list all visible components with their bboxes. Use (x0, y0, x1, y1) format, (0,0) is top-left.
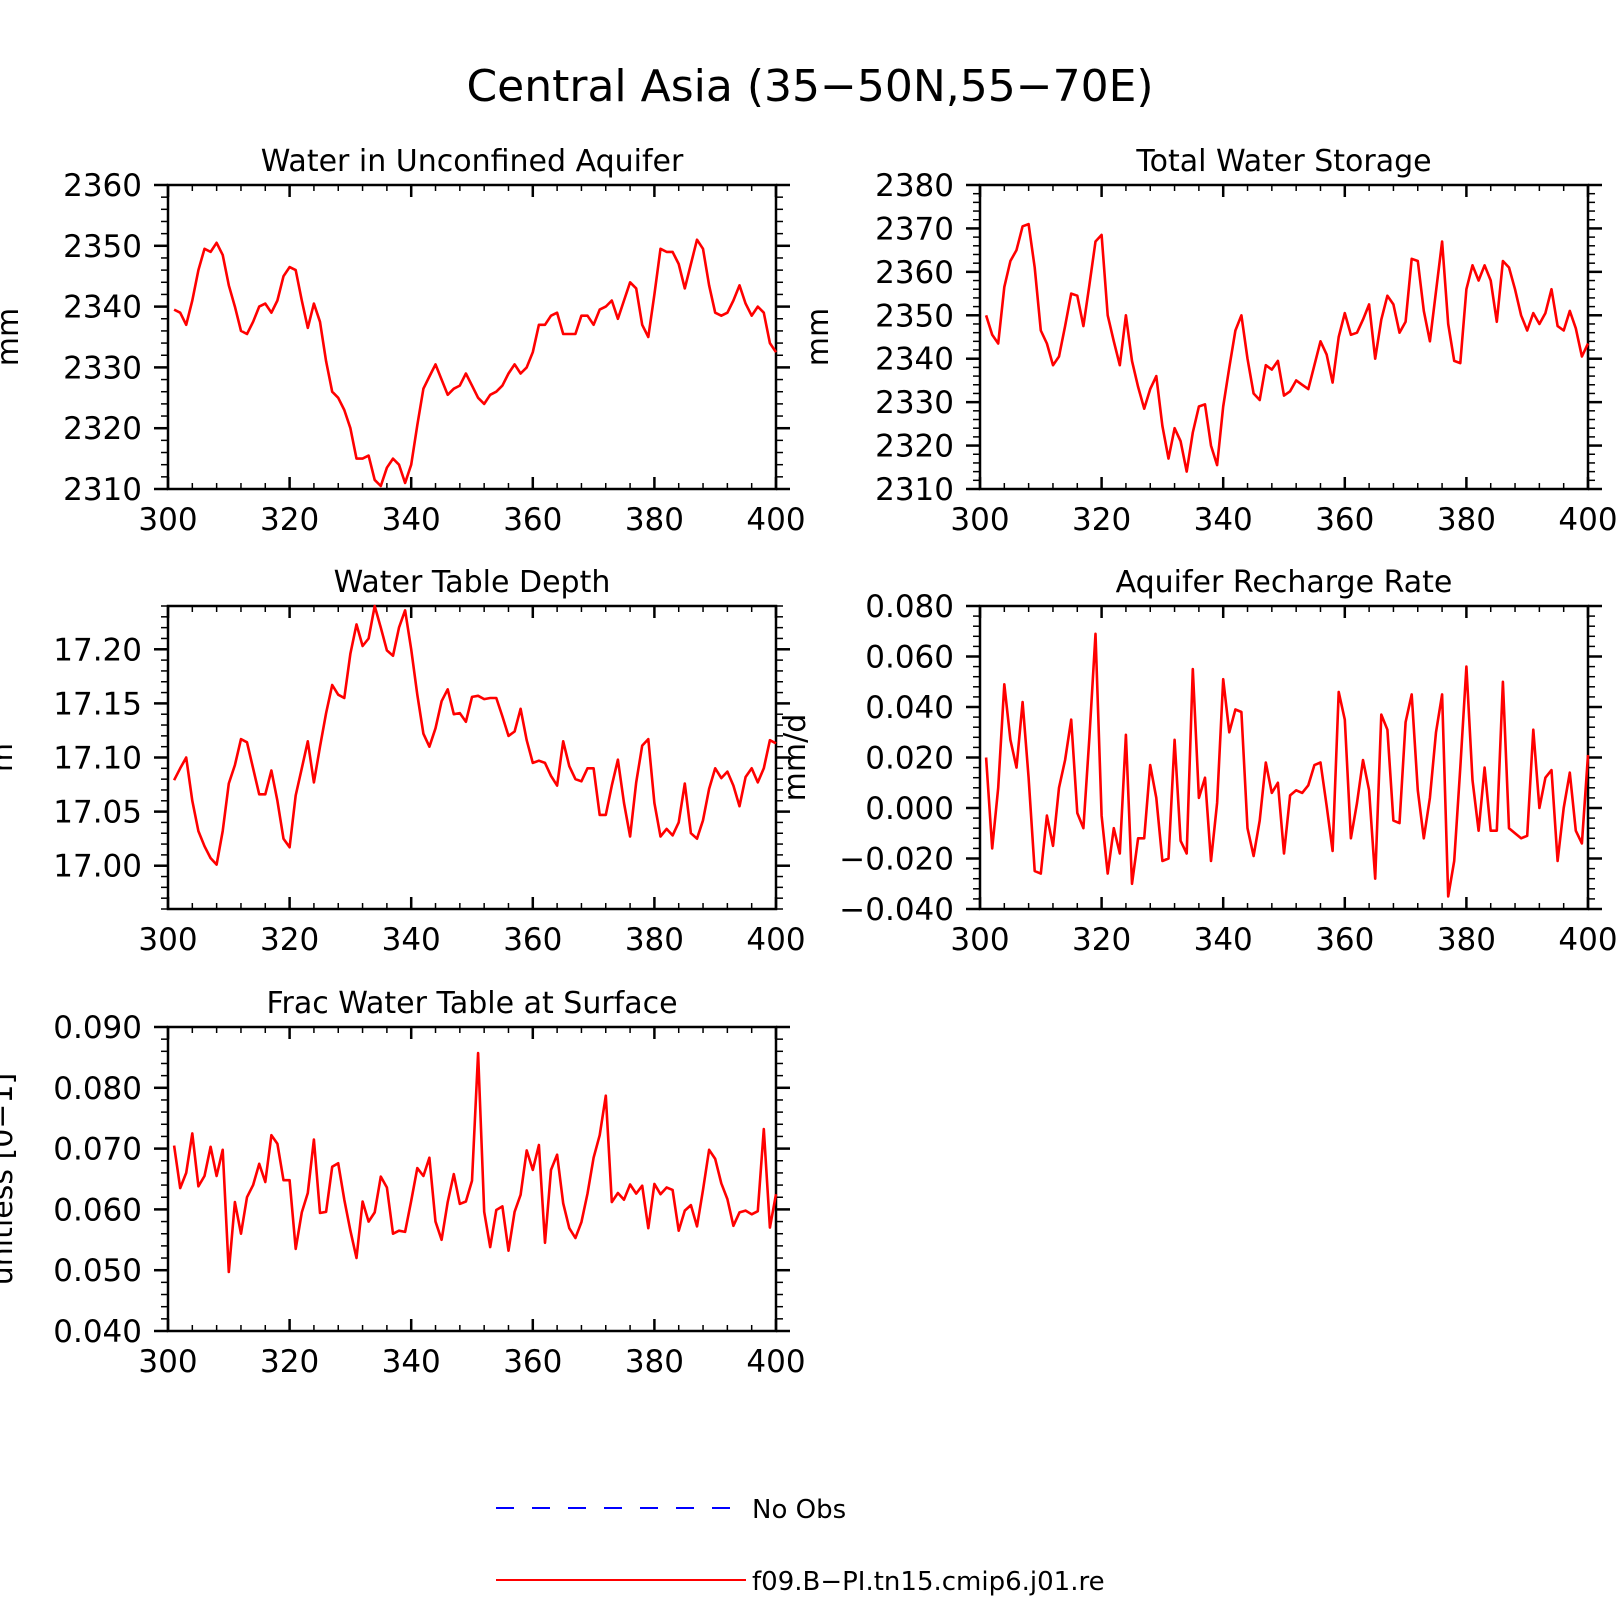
y-tick-label: 0.090 (53, 1010, 142, 1046)
figure-title: Central Asia (35−50N,55−70E) (466, 61, 1153, 112)
y-tick-label: 0.070 (53, 1132, 142, 1168)
panel-title: Total Water Storage (1135, 144, 1431, 179)
y-axis-label: mm (801, 308, 836, 366)
x-tick-label: 360 (1315, 922, 1374, 958)
y-tick-label: 0.040 (865, 690, 954, 726)
y-tick-label: 0.080 (53, 1071, 142, 1107)
series-line (172, 1051, 778, 1274)
y-axis-label: m (0, 743, 20, 772)
y-tick-label: 2310 (875, 472, 954, 508)
y-tick-label: 0.000 (865, 791, 954, 827)
x-tick-label: 300 (950, 502, 1009, 538)
x-tick-label: 360 (503, 922, 562, 958)
y-tick-label: 2310 (63, 472, 142, 508)
chart-panel-2: Total Water Storage mm 300 320 340 360 380 400 2… (801, 144, 1618, 538)
plot-frame (978, 604, 1590, 911)
x-tick-label: 400 (746, 1344, 805, 1380)
x-tick-label: 340 (382, 1344, 441, 1380)
y-tick-label: 0.050 (53, 1253, 142, 1289)
series-line (984, 632, 1590, 898)
legend: No Obs f09.B−PI.tn15.cmip6.j01.re (496, 1495, 1105, 1597)
x-tick-label: 340 (382, 922, 441, 958)
x-tick-label: 380 (625, 502, 684, 538)
y-tick-label: 0.040 (53, 1314, 142, 1350)
y-tick-label: 2340 (875, 342, 954, 378)
y-tick-label: 2340 (63, 290, 142, 326)
y-tick-label: 0.080 (865, 589, 954, 625)
y-tick-label: −0.020 (839, 842, 954, 878)
x-tick-label: 400 (746, 502, 805, 538)
panel-title: Water in Unconfined Aquifer (261, 144, 684, 179)
x-tick-label: 320 (260, 502, 319, 538)
y-tick-label: 0.020 (865, 741, 954, 777)
x-tick-label: 380 (1437, 502, 1496, 538)
series-line (172, 604, 777, 866)
chart-panel-4: Aquifer Recharge Rate mm/d 300 320 340 360 380… (778, 565, 1618, 958)
panel-title: Frac Water Table at Surface (266, 986, 677, 1021)
chart-panel-1: Water in Unconfined Aquifer mm 300 320 340 36… (0, 144, 806, 538)
y-axis-label: mm (0, 308, 26, 366)
y-axis-label: mm/d (778, 714, 813, 802)
y-tick-label: 2360 (63, 168, 142, 204)
y-tick-label: 2380 (875, 168, 954, 204)
y-tick-label: 17.10 (53, 741, 142, 777)
x-tick-label: 300 (138, 502, 197, 538)
chart-panel-5: Frac Water Table at Surface unitless [0−1… (0, 986, 806, 1380)
y-tick-label: 2350 (875, 298, 954, 334)
y-tick-label: 2330 (875, 385, 954, 421)
y-tick-label: 0.060 (53, 1192, 142, 1228)
x-tick-label: 360 (503, 1344, 562, 1380)
y-tick-label: 0.060 (865, 640, 954, 676)
y-tick-label: 2360 (875, 255, 954, 291)
legend-obs-label: No Obs (752, 1495, 846, 1525)
x-tick-label: 380 (625, 1344, 684, 1380)
x-tick-label: 300 (138, 1344, 197, 1380)
y-tick-label: 17.20 (53, 632, 142, 668)
y-tick-label: 2320 (875, 429, 954, 465)
y-tick-label: −0.040 (839, 892, 954, 928)
series-line (173, 238, 778, 488)
x-tick-label: 340 (382, 502, 441, 538)
y-tick-label: 2330 (63, 350, 142, 386)
x-tick-label: 380 (625, 922, 684, 958)
y-tick-label: 2350 (63, 229, 142, 265)
panel-title: Aquifer Recharge Rate (1116, 565, 1453, 600)
x-tick-label: 400 (746, 922, 805, 958)
x-tick-label: 320 (1072, 502, 1131, 538)
x-tick-label: 320 (260, 1344, 319, 1380)
y-tick-label: 17.05 (53, 795, 142, 831)
x-tick-label: 300 (138, 922, 197, 958)
y-tick-label: 17.00 (53, 849, 142, 885)
x-tick-label: 320 (260, 922, 319, 958)
plot-frame (978, 183, 1590, 491)
x-tick-label: 300 (950, 922, 1009, 958)
x-tick-label: 340 (1194, 922, 1253, 958)
plot-frame (166, 183, 778, 491)
x-tick-label: 340 (1194, 502, 1253, 538)
x-tick-label: 360 (503, 502, 562, 538)
y-axis-label: unitless [0−1] (0, 1073, 20, 1285)
x-tick-label: 400 (1558, 922, 1617, 958)
x-tick-label: 360 (1315, 502, 1374, 538)
y-tick-label: 17.15 (53, 686, 142, 722)
panel-title: Water Table Depth (334, 565, 611, 600)
y-tick-label: 2370 (875, 211, 954, 247)
x-tick-label: 380 (1437, 922, 1496, 958)
chart-panel-3: Water Table Depth m 300 320 340 360 380 400 17.0… (0, 565, 806, 958)
series-line (984, 222, 1590, 473)
y-tick-label: 2320 (63, 411, 142, 447)
x-tick-label: 320 (1072, 922, 1131, 958)
plot-frame (166, 604, 778, 911)
legend-model-label: f09.B−PI.tn15.cmip6.j01.re (752, 1567, 1105, 1597)
plot-frame (166, 1025, 778, 1333)
panels: Water in Unconfined Aquifer mm 300 320 340 36… (0, 144, 1618, 1380)
x-tick-label: 400 (1558, 502, 1617, 538)
